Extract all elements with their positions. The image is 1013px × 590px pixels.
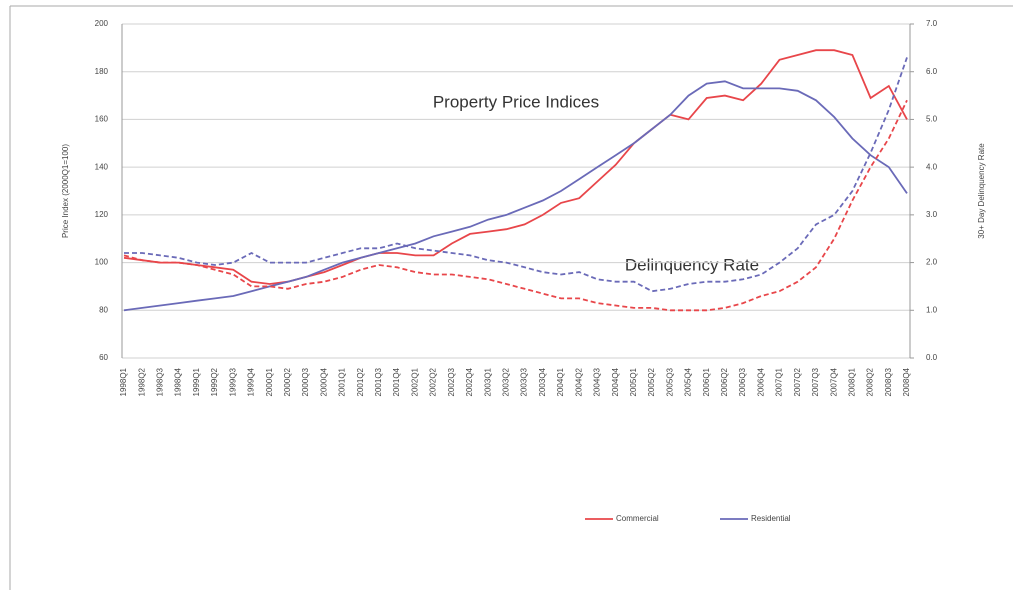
y-axis-label: Price Index (2000Q1=100)	[61, 144, 70, 238]
x-tick-label: 2002Q1	[410, 367, 419, 396]
x-tick-label: 1999Q1	[192, 367, 201, 396]
x-tick-label: 2002Q4	[465, 367, 474, 396]
x-tick-label: 2007Q4	[829, 367, 838, 396]
x-tick-label: 2006Q2	[720, 367, 729, 396]
y-tick-label: 180	[95, 67, 109, 76]
legend-label: Commercial	[616, 514, 659, 523]
x-tick-label: 2000Q4	[319, 367, 328, 396]
x-tick-label: 2006Q4	[756, 367, 765, 396]
x-tick-label: 2001Q1	[338, 367, 347, 396]
dashed-line	[123, 99, 908, 312]
x-tick-label: 2003Q4	[538, 367, 547, 396]
y-tick-label: 100	[95, 258, 109, 267]
line	[123, 49, 908, 285]
x-tick-label: 2006Q1	[702, 367, 711, 396]
annotation: Delinquency Rate	[625, 255, 759, 274]
x-tick-label: 2000Q2	[283, 367, 292, 396]
x-tick-label: 2006Q3	[738, 367, 747, 396]
y-tick-label: 80	[99, 305, 108, 314]
x-tick-label: 2001Q2	[356, 367, 365, 396]
x-tick-label: 1999Q2	[210, 367, 219, 396]
x-tick-label: 2004Q3	[593, 367, 602, 396]
annotation: Property Price Indices	[433, 92, 599, 111]
line	[123, 80, 908, 312]
x-tick-label: 2003Q3	[520, 367, 529, 396]
legend-label: Residential	[751, 514, 791, 523]
y2-tick-label: 4.0	[926, 162, 938, 171]
y2-tick-label: 1.0	[926, 305, 938, 314]
x-tick-label: 1998Q1	[119, 367, 128, 396]
x-tick-label: 1998Q2	[137, 367, 146, 396]
x-tick-label: 2005Q2	[647, 367, 656, 396]
y-tick-label: 160	[95, 115, 109, 124]
y-tick-label: 140	[95, 162, 109, 171]
x-tick-label: 1998Q3	[156, 367, 165, 396]
x-tick-label: 2001Q3	[374, 367, 383, 396]
y2-tick-label: 6.0	[926, 67, 938, 76]
x-tick-label: 2008Q1	[847, 367, 856, 396]
y-tick-label: 120	[95, 210, 109, 219]
y-tick-label: 60	[99, 353, 108, 362]
x-tick-label: 2005Q1	[629, 367, 638, 396]
x-tick-label: 2004Q4	[611, 367, 620, 396]
x-tick-label: 2008Q2	[866, 367, 875, 396]
x-tick-label: 2008Q4	[902, 367, 911, 396]
x-tick-label: 2007Q2	[793, 367, 802, 396]
y2-tick-label: 5.0	[926, 115, 938, 124]
x-tick-label: 2005Q4	[684, 367, 693, 396]
x-tick-label: 2000Q3	[301, 367, 310, 396]
y2-tick-label: 7.0	[926, 19, 938, 28]
y-tick-label: 200	[95, 19, 109, 28]
x-tick-label: 2003Q2	[502, 367, 511, 396]
y2-tick-label: 3.0	[926, 210, 938, 219]
x-tick-label: 2008Q3	[884, 367, 893, 396]
dashed-line	[124, 57, 908, 293]
x-tick-label: 2007Q3	[811, 367, 820, 396]
y2-tick-label: 0.0	[926, 353, 938, 362]
x-tick-label: 2002Q2	[429, 367, 438, 396]
x-tick-label: 1999Q3	[228, 367, 237, 396]
y2-tick-label: 2.0	[926, 258, 938, 267]
x-tick-label: 2001Q4	[392, 367, 401, 396]
x-tick-label: 2004Q2	[574, 367, 583, 396]
y2-axis-label: 30+ Day Delinquency Rate	[977, 143, 986, 239]
x-tick-label: 2004Q1	[556, 367, 565, 396]
x-tick-label: 2005Q3	[665, 367, 674, 396]
x-tick-label: 2002Q3	[447, 367, 456, 396]
x-tick-label: 2000Q1	[265, 367, 274, 396]
x-tick-label: 2007Q1	[775, 367, 784, 396]
x-tick-label: 2003Q1	[483, 367, 492, 396]
x-tick-label: 1999Q4	[247, 367, 256, 396]
x-tick-label: 1998Q4	[174, 367, 183, 396]
